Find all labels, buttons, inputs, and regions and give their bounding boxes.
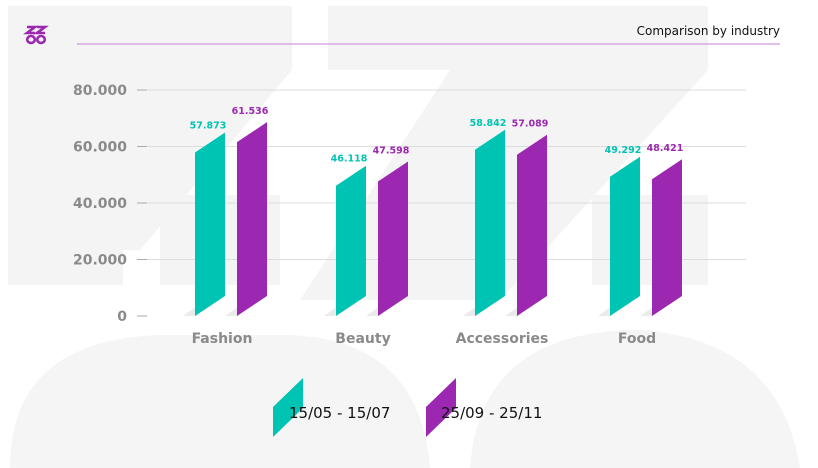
bar-food-series-1[interactable]	[610, 156, 640, 316]
bar-accessories-series-2[interactable]	[517, 134, 547, 316]
bar-beauty-series-2[interactable]	[378, 161, 408, 316]
bar-beauty-series-1[interactable]	[336, 165, 366, 316]
data-label: 46.118	[331, 154, 368, 165]
chart-title: Comparison by industry	[636, 24, 780, 38]
legend-swatch	[426, 378, 456, 437]
data-label: 57.873	[190, 121, 227, 132]
data-label: 48.421	[647, 143, 684, 154]
data-label: 57.089	[512, 119, 549, 130]
bar-accessories-series-1[interactable]	[475, 129, 505, 316]
y-tick-label: 80.000	[73, 83, 127, 99]
logo	[23, 25, 49, 45]
y-tick-label: 20.000	[73, 253, 127, 269]
bar-food-series-2[interactable]	[652, 159, 682, 316]
bar-fashion-series-1[interactable]	[195, 132, 225, 316]
data-label: 61.536	[232, 106, 269, 117]
x-tick-label: Fashion	[192, 331, 253, 347]
x-tick-label: Accessories	[456, 331, 549, 347]
bar-fashion-series-2[interactable]	[237, 122, 267, 316]
x-tick-label: Beauty	[335, 331, 390, 347]
legend-label[interactable]: 25/09 - 25/11	[441, 404, 542, 422]
y-tick-label: 0	[117, 309, 127, 325]
data-label: 47.598	[373, 146, 410, 157]
legend-swatch	[273, 378, 303, 437]
x-tick-label: Food	[618, 331, 656, 347]
data-label: 58.842	[470, 118, 507, 129]
data-label: 49.292	[605, 145, 642, 156]
y-tick-label: 40.000	[73, 196, 127, 212]
y-tick-label: 60.000	[73, 140, 127, 156]
legend-label[interactable]: 15/05 - 15/07	[289, 404, 390, 422]
